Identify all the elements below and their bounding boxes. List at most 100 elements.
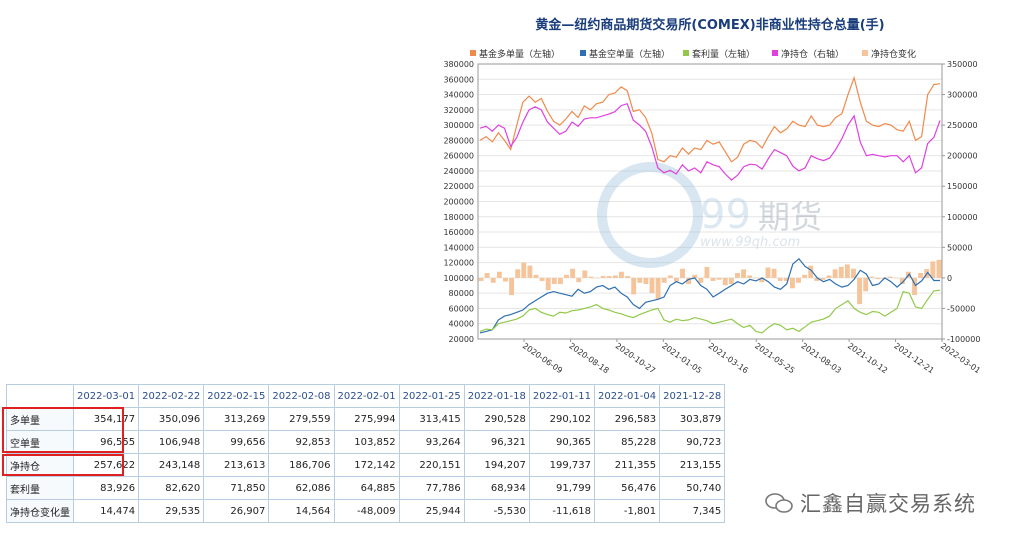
net-change-bar <box>814 277 820 281</box>
table-corner <box>6 384 74 408</box>
right-tick-label: 350000 <box>947 60 978 69</box>
watermark-ring <box>597 162 703 268</box>
table-cell: 106,948 <box>138 430 205 454</box>
left-tick-label: 100000 <box>443 274 474 283</box>
net-change-bar <box>545 277 551 291</box>
x-tick-label: 2021-08-03 <box>800 341 843 375</box>
left-tick-label: 200000 <box>443 198 474 207</box>
table-cell: 90,365 <box>528 430 596 454</box>
net-change-bar <box>802 274 808 278</box>
table-cell: 90,723 <box>659 430 726 454</box>
net-change-bar <box>936 259 942 278</box>
table-cell: 14,564 <box>268 499 335 523</box>
table-cell: 350,096 <box>138 407 205 431</box>
table-row: 套利量 83,926 82,620 71,850 62,086 64,885 77,786 6… <box>6 476 726 500</box>
net-change-bar <box>930 261 936 278</box>
table-cell: 290,528 <box>463 407 530 431</box>
net-change-bar <box>771 268 777 278</box>
net-change-bar <box>863 277 869 292</box>
table-cell: 91,799 <box>528 476 596 500</box>
data-table: 2022-03-01 2022-02-22 2022-02-15 2022-02-08… <box>6 384 726 523</box>
table-cell: 213,155 <box>659 453 726 477</box>
series-line <box>479 75 941 163</box>
table-row: 多单量 354,177 350,096 313,269 279,559 275,994 31… <box>6 407 726 431</box>
brand-watermark: 汇鑫自赢交易系统 <box>800 492 976 516</box>
table-cell: -1,801 <box>593 499 661 523</box>
highlight-box-net <box>2 454 124 476</box>
net-change-bar <box>832 269 838 278</box>
net-change-bar <box>503 277 508 282</box>
table-cell: 77,786 <box>398 476 465 500</box>
column-header: 2022-02-01 <box>333 384 400 408</box>
net-change-bar <box>710 277 716 281</box>
table-cell: 96,555 <box>72 430 140 454</box>
legend-swatch <box>683 50 689 56</box>
net-change-bar <box>564 274 569 278</box>
column-header: 2021-12-28 <box>659 384 726 408</box>
left-tick-label: 380000 <box>443 60 474 69</box>
net-change-bar <box>692 274 698 278</box>
bars-layer <box>478 259 942 305</box>
right-tick-label: 150000 <box>947 182 978 191</box>
left-tick-label: 20000 <box>449 335 474 344</box>
x-tick-label: 2021-01-05 <box>660 341 703 375</box>
x-tick-label: 2020-06-09 <box>521 341 564 375</box>
x-tick-label: 2021-12-21 <box>892 341 935 375</box>
column-header: 2022-02-08 <box>268 384 335 408</box>
net-change-bar <box>509 277 515 295</box>
watermark-logo: 99 期货 www.99qh.com <box>597 162 822 268</box>
x-tick-label: 2021-10-12 <box>846 341 889 375</box>
series-line <box>479 102 941 181</box>
left-tick-label: 260000 <box>443 152 474 161</box>
legend-swatch <box>772 50 778 56</box>
net-change-bar <box>478 277 484 281</box>
right-tick-label: -50000 <box>947 304 975 313</box>
net-change-bar <box>759 277 765 283</box>
table-cell: 290,102 <box>528 407 596 431</box>
left-tick-label: 140000 <box>443 243 474 252</box>
watermark-number: 99 <box>700 192 751 238</box>
net-change-bar <box>539 277 545 281</box>
table-cell: 68,934 <box>463 476 530 500</box>
legend-label: 基金空单量（左轴） <box>589 48 670 60</box>
table-cell: 83,926 <box>72 476 140 500</box>
net-change-bar <box>655 277 661 300</box>
net-change-bar <box>557 277 563 284</box>
chart-title: 黄金—纽约商品期货交易所(COMEX)非商业性持仓总量(手) <box>535 18 885 33</box>
left-tick-label: 300000 <box>443 121 474 130</box>
net-change-bar <box>851 268 856 278</box>
table-cell: 64,885 <box>333 476 400 500</box>
right-tick-label: -100000 <box>947 335 980 344</box>
chart: 基金多单量（左轴） 基金空单量（左轴） 套利量（左轴） 净持仓（右轴） 净持仓变化 99… <box>443 48 982 375</box>
table-cell: 211,355 <box>593 453 661 477</box>
table-cell: 313,415 <box>398 407 465 431</box>
table-row: 空单量 96,555 106,948 99,656 92,853 103,852 93,26… <box>6 430 726 454</box>
left-tick-label: 320000 <box>443 106 474 115</box>
left-tick-label: 340000 <box>443 91 474 100</box>
right-tick-label: 100000 <box>947 213 978 222</box>
table-cell: 71,850 <box>203 476 270 500</box>
row-label: 空单量 <box>6 430 74 454</box>
table-cell: 25,944 <box>398 499 465 523</box>
table-cell: -5,530 <box>463 499 530 523</box>
net-change-bar <box>576 277 582 283</box>
table-cell: 7,345 <box>659 499 726 523</box>
net-change-bar <box>777 277 783 281</box>
legend-label: 净持仓变化 <box>871 48 916 60</box>
net-change-bar <box>588 276 594 278</box>
x-tick-label: 2021-03-16 <box>707 341 750 375</box>
x-tick-label: 2020-08-18 <box>567 341 610 375</box>
net-change-bar <box>521 262 527 278</box>
net-change-bar <box>783 277 789 281</box>
net-change-bar <box>747 275 753 278</box>
lines-layer <box>479 75 941 334</box>
net-change-bar <box>789 277 795 289</box>
net-change-bar <box>869 276 875 278</box>
net-change-bar <box>741 269 747 278</box>
column-header: 2022-01-18 <box>463 384 530 408</box>
left-tick-label: 180000 <box>443 213 474 222</box>
net-change-bar <box>857 277 863 305</box>
net-change-bar <box>704 266 710 278</box>
table-row: 净持仓变化量 14,474 29,535 26,907 14,564 -48,009 25,… <box>6 499 726 523</box>
table-cell: 56,476 <box>593 476 661 500</box>
